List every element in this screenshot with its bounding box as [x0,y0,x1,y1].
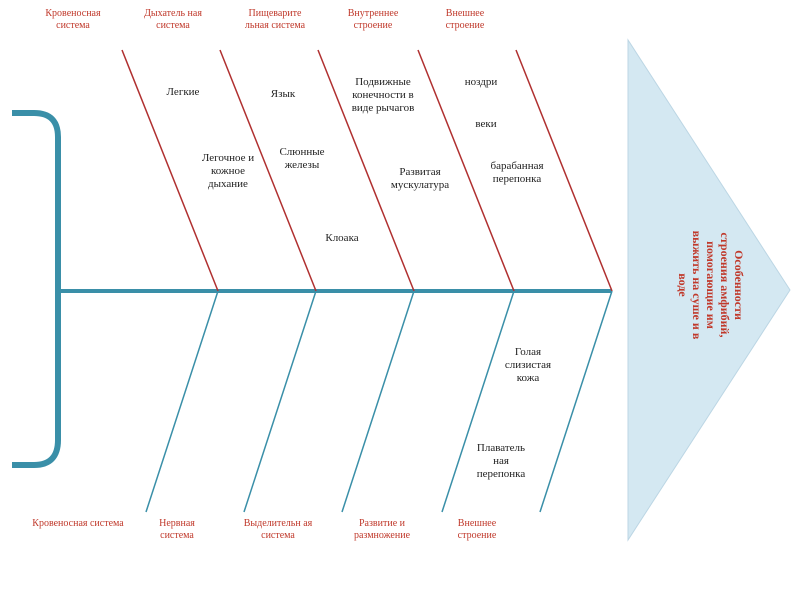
note-golaya-kozha: Голая слизистая кожа [504,346,552,384]
top-bone-4 [417,49,515,292]
head-triangle [627,38,791,542]
bottom-category-3: Выделительн ая система [243,518,313,541]
note-pereponka-bar: барабанная перепонка [490,160,544,185]
note-veki: веки [475,118,497,130]
note-legkie: Легкие [166,86,200,98]
bottom-category-1: Кровеносная система [32,518,124,529]
bottom-category-2: Нервная система [159,518,195,541]
note-nozdri: ноздри [464,76,498,88]
note-konechnosti: Подвижные конечности в виде рычагов [351,76,415,114]
bottom-bone-1 [145,290,219,513]
note-kloaka: Клоака [325,232,359,244]
note-yazyk: Язык [270,88,296,100]
bottom-category-5: Внешнее строение [457,518,497,541]
top-category-3: Пищеварите льная система [244,8,306,31]
top-category-1: Кровеносная система [45,8,101,31]
head-label: Особенности строения амфибий, помогающие… [676,230,746,340]
note-slyunnye: Слюнные железы [279,146,325,171]
note-muskulatura: Развитая мускулатура [390,166,450,191]
top-category-5: Внешнее строение [445,8,485,31]
tail-bracket [12,110,61,468]
bottom-bone-5 [539,290,613,513]
note-legochnoe: Легочное и кожное дыхание [201,152,255,190]
top-category-4: Внутреннее строение [347,8,399,31]
bottom-bone-2 [243,290,317,513]
top-bone-3 [317,49,415,292]
bottom-bone-4 [441,290,515,513]
top-bone-1 [121,49,219,292]
head-label-box: Особенности строения амфибий, помогающие… [656,210,766,360]
note-plavatelnaya: Плаватель ная перепонка [476,442,526,480]
top-bone-2 [219,49,317,292]
top-category-2: Дыхатель ная система [144,8,202,31]
bottom-bone-3 [341,290,415,513]
top-bone-5 [515,49,613,292]
bottom-category-4: Развитие и размножение [353,518,411,541]
